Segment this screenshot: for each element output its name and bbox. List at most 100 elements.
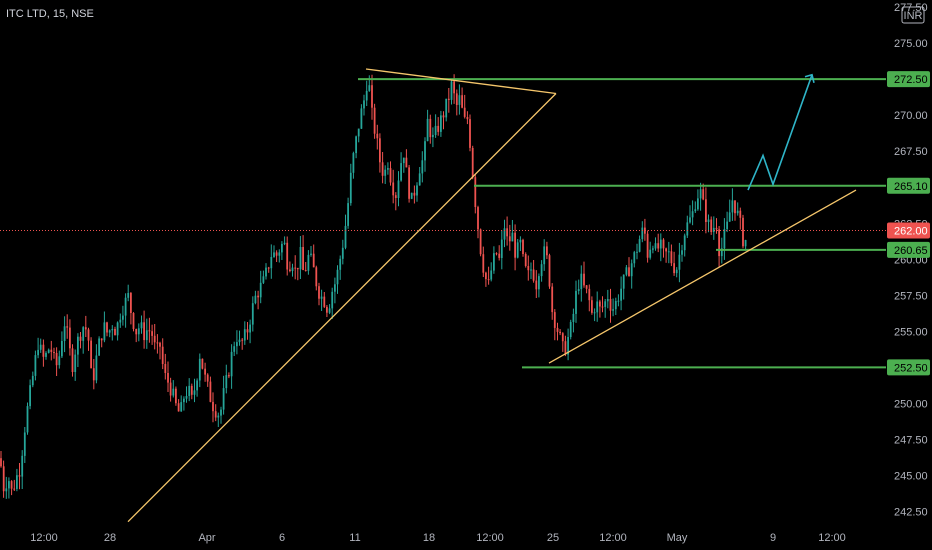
candle-body: [21, 455, 24, 477]
candle: [87, 327, 90, 351]
candle: [10, 480, 13, 496]
candle-body: [304, 270, 307, 271]
candle-body: [177, 403, 180, 412]
candle: [167, 361, 169, 392]
candle-body: [580, 273, 583, 290]
rising-trendline-march-april[interactable]: [127, 93, 557, 523]
candle: [543, 239, 546, 271]
candle: [487, 266, 490, 285]
candle: [689, 205, 691, 224]
time-axis[interactable]: 12:00 28 Apr 6 11 18 12:00 25 12:00 May 9 12:00: [30, 532, 846, 544]
candle-body: [130, 293, 132, 313]
candle-body: [190, 385, 193, 395]
candle: [230, 344, 233, 389]
candle-body: [599, 301, 601, 307]
candle-body: [418, 173, 421, 186]
candle-body: [389, 168, 392, 183]
candle-body: [286, 242, 289, 270]
candle-body: [728, 212, 731, 222]
candle: [222, 375, 225, 415]
upper-triangle-trendline[interactable]: [365, 68, 557, 95]
candle: [567, 328, 569, 361]
candle: [644, 218, 646, 241]
candle: [220, 406, 222, 424]
candle-body: [665, 248, 667, 252]
x-tick-label: May: [667, 532, 688, 544]
candle-body: [633, 252, 636, 264]
candle: [662, 238, 665, 258]
candle-body: [556, 327, 559, 332]
candle: [180, 395, 183, 412]
candle-body: [135, 329, 138, 335]
rising-support-trendline-may[interactable]: [548, 189, 857, 364]
candle-body: [683, 235, 686, 251]
candle-body: [357, 128, 360, 137]
candle-body: [572, 313, 575, 322]
candle-body: [511, 232, 514, 242]
candle-body: [731, 200, 734, 213]
candle-body: [524, 254, 527, 266]
candle-body: [0, 458, 2, 467]
currency-button[interactable]: INR: [901, 6, 925, 24]
candle-body: [169, 382, 172, 396]
candle-body: [402, 157, 405, 164]
candle-body: [569, 322, 572, 337]
candle: [159, 341, 161, 360]
candle: [591, 296, 593, 315]
candle: [265, 263, 267, 280]
candle: [440, 110, 442, 137]
candle-body: [257, 295, 259, 298]
candle: [588, 284, 591, 312]
candle-body: [614, 301, 617, 310]
candle: [254, 290, 257, 305]
candle-body: [185, 396, 188, 399]
candle-body: [742, 217, 744, 247]
candle: [384, 165, 387, 184]
candle-body: [315, 267, 318, 287]
candle: [334, 277, 336, 304]
candle: [514, 224, 516, 271]
candle-body: [198, 358, 201, 381]
candle: [206, 373, 209, 387]
candle: [477, 205, 479, 239]
projection-path[interactable]: [747, 74, 813, 191]
candle: [659, 233, 662, 262]
candle-body: [95, 355, 98, 381]
x-tick-label: Apr: [198, 532, 215, 544]
candle-body: [447, 98, 450, 100]
candle: [148, 317, 151, 343]
candle: [185, 386, 188, 403]
candle: [490, 262, 493, 282]
candle-body: [307, 254, 310, 271]
candle: [132, 312, 135, 332]
candle: [466, 111, 469, 125]
candle: [193, 378, 196, 403]
x-tick-label: 28: [104, 532, 116, 544]
candle: [694, 201, 697, 213]
candle-body: [10, 481, 13, 489]
y-tick-label: 267.50: [894, 146, 928, 158]
candle: [654, 237, 657, 251]
x-tick-label: 11: [349, 532, 360, 544]
candle: [153, 324, 156, 350]
candle-body: [5, 488, 8, 492]
candle-body: [349, 172, 352, 204]
candle-body: [471, 148, 474, 178]
candle: [172, 380, 175, 398]
candle-body: [564, 341, 567, 355]
candle: [389, 161, 392, 186]
price-axis[interactable]: 242.50 245.00 247.50 250.00 252.50 255.00 257.…: [887, 2, 930, 519]
candle-body: [673, 263, 675, 274]
candle: [675, 267, 678, 278]
candle: [707, 214, 710, 233]
candle-body: [503, 228, 506, 240]
candle: [516, 239, 519, 259]
candle: [524, 252, 527, 268]
candle-body: [119, 319, 122, 323]
candle: [434, 114, 437, 138]
candle-body: [474, 177, 477, 207]
candle: [111, 325, 114, 341]
candle: [98, 336, 100, 356]
candle: [697, 189, 699, 211]
